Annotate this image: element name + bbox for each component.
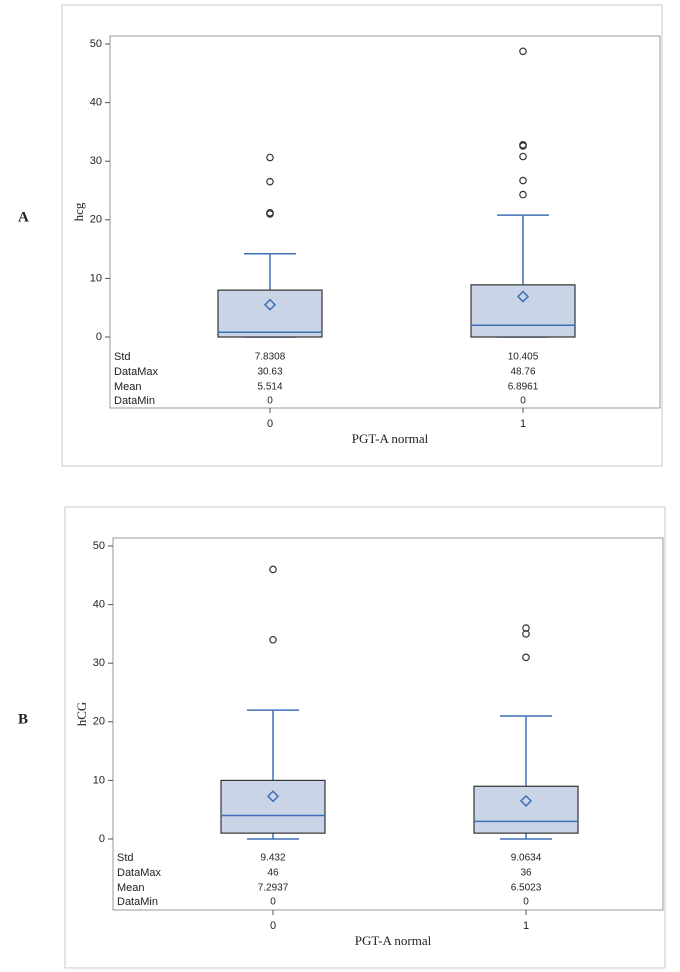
- outlier: [269, 635, 277, 644]
- y-tick-label: 40: [90, 97, 102, 109]
- y-axis-label: hcg: [71, 202, 86, 221]
- stat-value: 48.76: [510, 367, 535, 378]
- box: [217, 289, 323, 338]
- mean-marker: [266, 790, 280, 803]
- stat-value: 9.0634: [511, 853, 542, 864]
- stat-value: 6.5023: [511, 883, 542, 894]
- stat-value: 0: [520, 396, 526, 407]
- panel-label: B: [18, 711, 28, 727]
- outlier: [519, 47, 527, 56]
- x-tick-label: 1: [520, 418, 526, 430]
- mean-marker: [263, 298, 277, 311]
- y-tick-label: 30: [93, 657, 105, 669]
- box: [470, 284, 576, 338]
- stat-name: DataMax: [117, 867, 162, 879]
- x-axis-label: PGT-A normal: [352, 431, 429, 446]
- stat-value: 0: [267, 396, 273, 407]
- outlier: [266, 153, 274, 162]
- outlier: [522, 624, 530, 632]
- stat-name: Std: [117, 852, 134, 864]
- outlier: [266, 177, 274, 186]
- stat-name: Mean: [114, 381, 142, 393]
- stat-name: Mean: [117, 882, 145, 894]
- outlier: [519, 152, 527, 161]
- x-tick-label: 0: [270, 920, 276, 932]
- x-tick-label: 1: [523, 920, 529, 932]
- stat-value: 5.514: [257, 382, 282, 393]
- box: [473, 785, 579, 834]
- stat-value: 7.8308: [255, 352, 286, 363]
- y-tick-label: 20: [90, 214, 102, 226]
- y-tick-label: 50: [90, 38, 102, 50]
- mean-marker: [519, 794, 533, 807]
- mean-marker: [516, 290, 530, 303]
- stat-name: DataMin: [117, 896, 158, 908]
- outlier: [519, 190, 527, 199]
- y-tick-label: 10: [93, 774, 105, 786]
- stat-value: 46: [267, 868, 279, 879]
- stat-name: DataMin: [114, 395, 155, 407]
- stat-value: 7.2937: [258, 883, 289, 894]
- x-tick-label: 0: [267, 418, 273, 430]
- outlier: [519, 140, 527, 149]
- x-axis-label: PGT-A normal: [355, 933, 432, 948]
- outlier: [519, 176, 527, 185]
- stat-value: 36: [520, 868, 532, 879]
- y-axis-label: hCG: [74, 702, 89, 727]
- y-tick-label: 0: [96, 331, 102, 343]
- stat-name: DataMax: [114, 366, 159, 378]
- stat-value: 30.63: [257, 367, 282, 378]
- box: [220, 779, 326, 834]
- stat-value: 0: [270, 897, 276, 908]
- stat-value: 0: [523, 897, 529, 908]
- y-tick-label: 20: [93, 716, 105, 728]
- stat-value: 9.432: [260, 853, 285, 864]
- y-tick-label: 30: [90, 155, 102, 167]
- panel-frame: [64, 506, 666, 969]
- y-tick-label: 40: [93, 599, 105, 611]
- outlier: [269, 565, 277, 574]
- plot-area: [109, 35, 661, 409]
- stat-name: Std: [114, 351, 131, 363]
- y-tick-label: 50: [93, 540, 105, 552]
- y-tick-label: 0: [99, 833, 105, 845]
- stat-value: 6.8961: [508, 382, 539, 393]
- outlier: [522, 653, 530, 662]
- stat-value: 10.405: [508, 352, 539, 363]
- outlier: [266, 208, 274, 217]
- plot-area: [112, 537, 664, 911]
- panel-label: A: [18, 209, 29, 225]
- panel-frame: [61, 4, 663, 467]
- y-tick-label: 10: [90, 272, 102, 284]
